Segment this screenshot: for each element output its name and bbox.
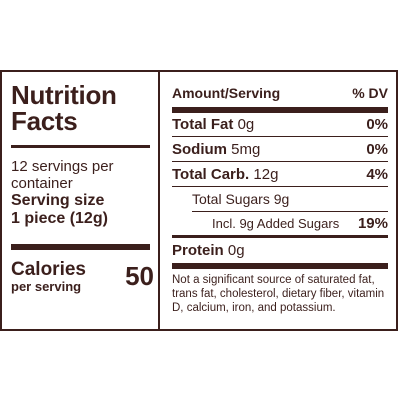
added-sugars-dv: 19% [357,215,388,232]
total-fat-amount: 0g [237,116,255,133]
sodium-label: Sodium [172,141,227,158]
total-fat-label: Total Fat [172,116,234,133]
protein-amount: 0g [227,242,245,259]
total-carb-label: Total Carb. [172,166,250,183]
servings-per-container: 12 servings per container [11,158,114,192]
nutrition-facts-title: Nutrition Facts [11,82,117,134]
left-column: Nutrition Facts 12 servings per containe… [2,72,160,329]
row-divider [192,211,388,212]
title-line-1: Nutrition [11,80,117,110]
total-carb-amount: 12g [253,166,279,183]
header-divider [172,107,388,113]
added-sugars-label: Incl. 9g Added Sugars [212,216,340,231]
added-sugars-row: Incl. 9g Added Sugars 19% [212,215,388,232]
row-divider [172,161,388,162]
header-row: Amount/Serving % DV [172,85,388,101]
sodium-amount: 5mg [231,141,261,158]
footnote: Not a significant source of saturated fa… [172,274,385,314]
total-carb-row: Total Carb. 12g 4% [172,166,388,183]
protein-row: Protein 0g [172,242,388,259]
row-divider [172,136,388,137]
sodium-dv: 0% [366,141,388,158]
serving-size: Serving size 1 piece (12g) [11,192,108,228]
calories-value: 50 [125,261,154,291]
dv-header: % DV [352,85,388,101]
title-divider [11,145,150,148]
total-sugars-label: Total Sugars 9g [192,191,290,207]
right-column: Amount/Serving % DV Total Fat 0g 0% Sodi… [160,72,396,329]
sodium-row: Sodium 5mg 0% [172,141,388,158]
nutrition-facts-panel: Nutrition Facts 12 servings per containe… [0,70,398,331]
calories-label: Calories per serving [11,260,86,294]
amount-serving-header: Amount/Serving [172,85,281,101]
footnote-divider [172,263,388,269]
sugars-divider [172,235,388,238]
serving-divider [11,244,150,250]
serving-size-value: 1 piece (12g) [11,210,108,227]
serving-size-label: Serving size [11,192,105,209]
total-sugars-row: Total Sugars 9g [192,191,388,207]
protein-label: Protein [172,242,224,259]
total-fat-row: Total Fat 0g 0% [172,116,388,133]
title-line-2: Facts [11,106,78,136]
calories-per-serving: per serving [11,279,82,294]
total-carb-dv: 4% [366,166,388,183]
total-fat-dv: 0% [366,116,388,133]
row-divider [172,186,388,187]
calories-label-text: Calories [11,259,86,280]
